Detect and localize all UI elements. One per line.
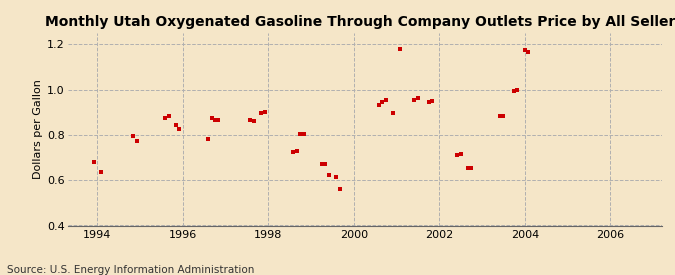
Point — [512, 87, 523, 92]
Point — [298, 131, 309, 136]
Point — [455, 152, 466, 156]
Point — [522, 50, 533, 54]
Point — [373, 103, 384, 108]
Point — [387, 111, 398, 116]
Point — [466, 166, 477, 170]
Point — [295, 131, 306, 136]
Point — [509, 89, 520, 93]
Point — [202, 137, 213, 142]
Point — [159, 116, 170, 120]
Point — [519, 48, 530, 52]
Point — [498, 114, 509, 118]
Point — [427, 99, 437, 103]
Point — [170, 123, 181, 127]
Point — [377, 100, 388, 104]
Point — [323, 172, 334, 177]
Point — [334, 187, 345, 191]
Point — [452, 153, 462, 158]
Point — [88, 160, 99, 164]
Point — [209, 118, 220, 122]
Point — [163, 114, 174, 118]
Point — [95, 170, 106, 174]
Point — [249, 119, 260, 123]
Point — [256, 111, 267, 116]
Point — [381, 98, 392, 102]
Point — [409, 98, 420, 102]
Text: Source: U.S. Energy Information Administration: Source: U.S. Energy Information Administ… — [7, 265, 254, 275]
Point — [213, 118, 223, 122]
Point — [495, 114, 506, 118]
Point — [395, 47, 406, 51]
Y-axis label: Dollars per Gallon: Dollars per Gallon — [33, 79, 43, 179]
Point — [412, 95, 423, 100]
Point — [132, 138, 142, 143]
Point — [206, 116, 217, 120]
Point — [462, 166, 473, 170]
Title: Monthly Utah Oxygenated Gasoline Through Company Outlets Price by All Sellers: Monthly Utah Oxygenated Gasoline Through… — [45, 15, 675, 29]
Point — [259, 110, 270, 114]
Point — [245, 118, 256, 122]
Point — [331, 175, 342, 179]
Point — [317, 162, 327, 167]
Point — [288, 150, 298, 154]
Point — [320, 162, 331, 167]
Point — [128, 134, 138, 138]
Point — [174, 127, 185, 131]
Point — [292, 148, 302, 153]
Point — [423, 100, 434, 104]
